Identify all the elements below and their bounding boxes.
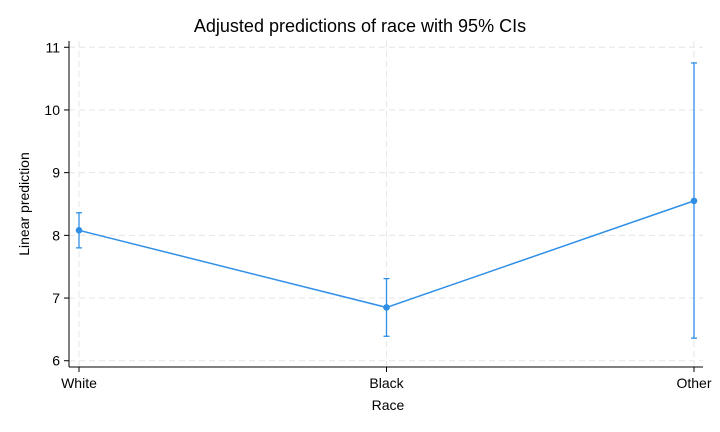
- y-tick-label: 6: [52, 353, 60, 369]
- label-layer: 6 7 8 9 10 11 White Black Other: [44, 39, 711, 391]
- y-axis-title: Linear prediction: [16, 152, 32, 256]
- chart-title: Adjusted predictions of race with 95% CI…: [194, 16, 526, 36]
- data-point: [690, 197, 698, 205]
- y-tick-label: 11: [45, 39, 60, 55]
- axes-layer: [64, 41, 703, 372]
- x-tick-label: Other: [676, 375, 711, 391]
- data-point: [75, 227, 83, 234]
- x-tick-label: Black: [369, 375, 404, 391]
- x-tick-label: White: [61, 375, 97, 391]
- x-axis-title: Race: [372, 397, 405, 413]
- data-point: [383, 304, 390, 311]
- y-tick-label: 10: [44, 102, 60, 118]
- y-tick-label: 7: [52, 290, 60, 306]
- y-tick-label: 8: [52, 227, 60, 243]
- point-layer: [75, 197, 698, 311]
- y-tick-label: 9: [52, 165, 60, 181]
